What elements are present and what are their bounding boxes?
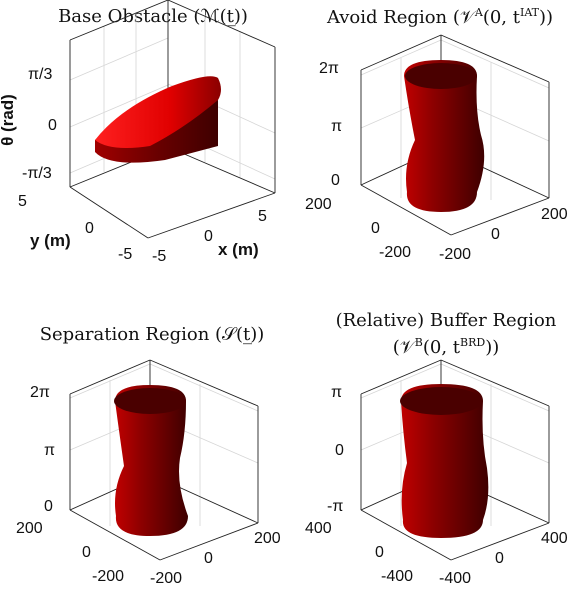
x-tick: -200 xyxy=(439,246,472,263)
y-tick: -400 xyxy=(381,568,414,585)
x-tick: 0 xyxy=(204,550,213,567)
panel-separation-region: Separation Region (𝒮(t̲)) 2π π 0 200 0 -… xyxy=(0,298,291,595)
z-tick: 0 xyxy=(48,117,57,134)
z-tick: π/3 xyxy=(28,66,53,83)
y-tick: 5 xyxy=(18,193,27,210)
panel-avoid-region: Avoid Region (𝒱A(0, tIAT)) 2π π 0 200 0 … xyxy=(291,0,582,297)
avoid-region-surface xyxy=(404,60,485,212)
chart-title: Separation Region (𝒮(t̲)) xyxy=(39,324,265,345)
axes-3d xyxy=(69,0,276,239)
x-tick: -200 xyxy=(150,570,183,587)
panel-buffer-region: (Relative) Buffer Region (𝒱B(0, tBRD)) π… xyxy=(291,298,582,595)
y-tick: 200 xyxy=(16,520,43,537)
z-tick: 0 xyxy=(331,172,340,189)
x-axis-label: x (m) xyxy=(218,240,259,259)
panel-base-obstacle: Base Obstacle (ℳ(t̲)) π/3 0 -π/3 xyxy=(0,0,291,297)
z-axis-label: θ (rad) xyxy=(0,94,17,146)
x-tick: 5 xyxy=(258,208,267,225)
z-tick: -π xyxy=(327,498,344,515)
chart-title: (Relative) Buffer Region (𝒱B(0, tBRD)) xyxy=(335,310,557,358)
x-tick: 0 xyxy=(491,226,500,243)
y-tick: 0 xyxy=(371,220,380,237)
x-tick: -5 xyxy=(152,248,167,265)
y-tick: 0 xyxy=(85,220,94,237)
y-axis-label: y (m) xyxy=(30,231,71,250)
y-tick: -200 xyxy=(379,244,412,261)
z-tick: π xyxy=(331,118,343,135)
y-tick: -5 xyxy=(118,246,133,263)
chart-title: Base Obstacle (ℳ(t̲)) xyxy=(58,6,248,27)
separation-region-surface xyxy=(115,385,188,536)
axes-3d xyxy=(69,359,259,561)
z-tick: 0 xyxy=(335,442,344,459)
z-tick: -π/3 xyxy=(22,165,52,182)
y-tick: 0 xyxy=(375,544,384,561)
chart-title: Avoid Region (𝒱A(0, tIAT)) xyxy=(326,6,554,28)
y-tick: 0 xyxy=(82,544,91,561)
x-tick: 0 xyxy=(495,550,504,567)
axes-3d xyxy=(360,359,550,561)
x-tick: 200 xyxy=(254,530,281,547)
y-tick: 200 xyxy=(305,196,332,213)
buffer-region-surface xyxy=(401,384,489,538)
obstacle-surface-top xyxy=(95,76,221,148)
z-tick: 2π xyxy=(319,60,339,77)
z-tick: π xyxy=(44,442,56,459)
x-tick: 200 xyxy=(541,206,568,223)
z-tick: 2π xyxy=(30,384,50,401)
x-tick: 400 xyxy=(541,530,568,547)
axes-3d xyxy=(360,34,550,236)
y-tick: -200 xyxy=(92,568,125,585)
x-tick: 0 xyxy=(204,228,213,245)
z-tick: π xyxy=(331,384,343,401)
x-tick: -400 xyxy=(439,570,472,587)
y-tick: 400 xyxy=(305,520,332,537)
z-tick: 0 xyxy=(44,498,53,515)
